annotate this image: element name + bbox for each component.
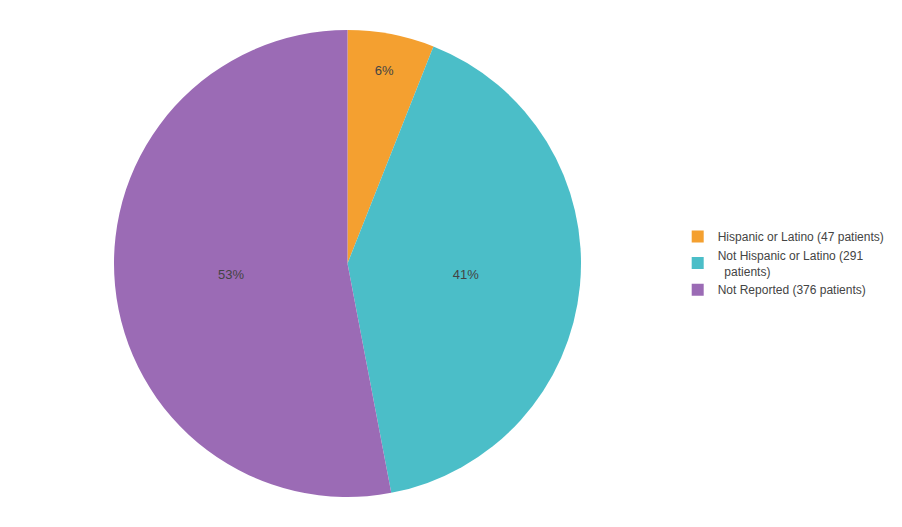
svg-text:41%: 41% (453, 267, 479, 282)
svg-text:Not Hispanic or Latino (291 p: Not Hispanic or Latino (291 patients) (718, 249, 864, 279)
svg-text:53%: 53% (218, 267, 244, 282)
svg-text:Hispanic or Latino (47 patient: Hispanic or Latino (47 patients) (718, 230, 884, 244)
svg-text:6%: 6% (375, 63, 394, 78)
svg-text:Not Reported (376 patients): Not Reported (376 patients) (718, 283, 866, 297)
